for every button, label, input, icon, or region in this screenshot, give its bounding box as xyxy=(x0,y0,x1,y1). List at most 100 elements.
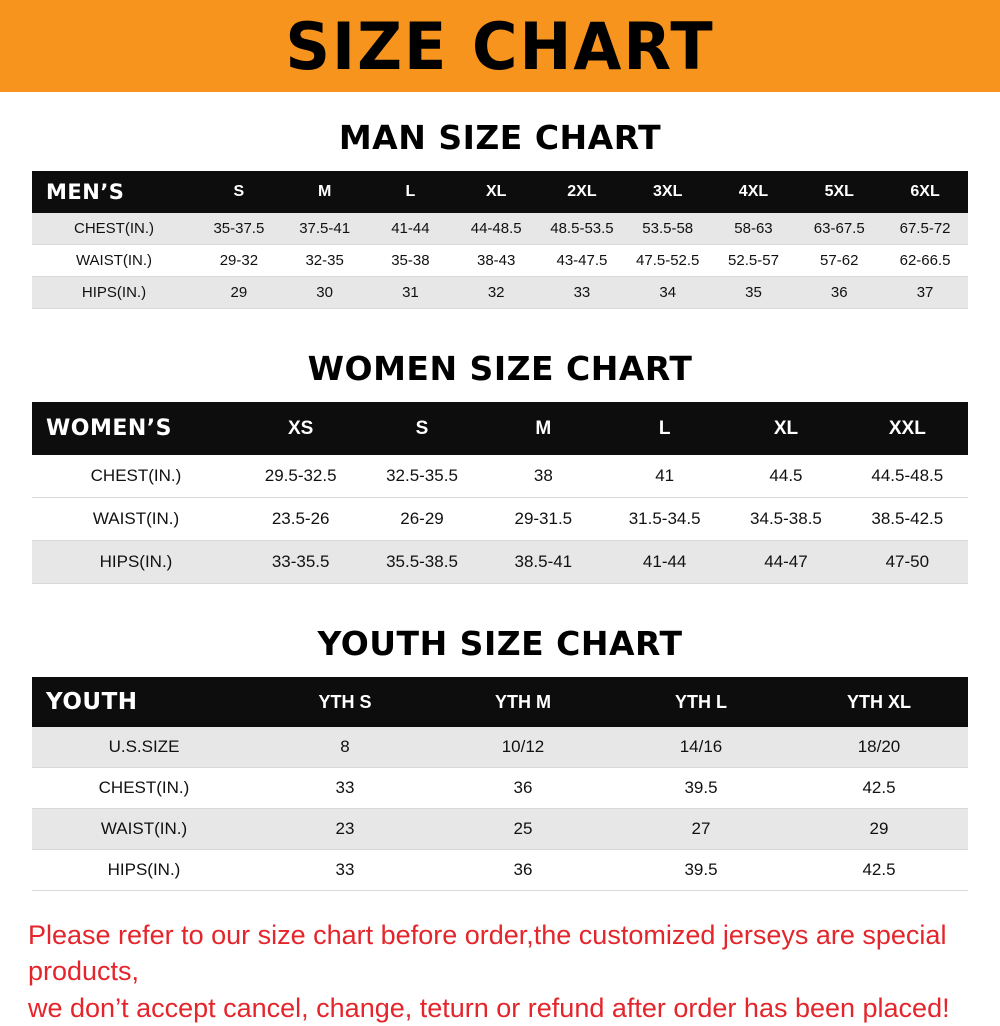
size-column-header: L xyxy=(405,183,416,200)
size-value-cell: 32 xyxy=(487,284,505,301)
size-value-cell: 41-44 xyxy=(642,552,687,571)
size-value-cell: 38.5-42.5 xyxy=(871,509,944,528)
size-value-cell: 62-66.5 xyxy=(899,252,951,269)
size-value-cell: 32.5-35.5 xyxy=(386,466,458,485)
size-value-cell: 34 xyxy=(659,284,677,301)
men-size-table: MEN’S S M L XL 2XL 3XL 4XL 5XL 6XL CHEST(IN.) 35-37… xyxy=(32,171,968,309)
size-value-cell: 36 xyxy=(513,778,533,797)
table-header-row: YOUTH YTH S YTH M YTH L YTH XL xyxy=(32,677,968,727)
size-value-cell: 38-43 xyxy=(476,252,516,269)
size-value-cell: 37 xyxy=(916,284,934,301)
size-value-cell: 41-44 xyxy=(391,220,430,237)
table-group-label: YOUTH xyxy=(46,689,138,715)
size-value-cell: 39.5 xyxy=(684,778,718,797)
size-value-cell: 37.5-41 xyxy=(299,220,351,237)
size-value-cell: 29-31.5 xyxy=(514,509,573,528)
size-value-cell: 44.5 xyxy=(769,466,803,485)
table-group-label: MEN’S xyxy=(46,180,125,204)
size-column-header: YTH M xyxy=(495,691,551,712)
table-row: CHEST(IN.) 33 36 39.5 42.5 xyxy=(32,767,968,809)
size-chart-banner: SIZE CHART xyxy=(0,0,1000,92)
table-row: CHEST(IN.) 35-37.5 37.5-41 41-44 44-48.5 48.5… xyxy=(32,213,968,245)
size-column-header: M xyxy=(317,183,332,200)
size-value-cell: 39.5 xyxy=(684,860,718,879)
size-column-header: XXL xyxy=(888,417,926,439)
size-value-cell: 29-32 xyxy=(219,252,259,269)
size-value-cell: 18/20 xyxy=(857,737,901,756)
men-section-heading: MAN SIZE CHART xyxy=(338,118,662,157)
size-value-cell: 33 xyxy=(335,860,355,879)
measurement-row-label: CHEST(IN.) xyxy=(98,778,190,797)
size-column-header: XS xyxy=(287,417,314,439)
table-row: U.S.SIZE 8 10/12 14/16 18/20 xyxy=(32,727,968,768)
size-column-header: 3XL xyxy=(653,183,683,200)
size-value-cell: 38.5-41 xyxy=(514,552,573,571)
size-value-cell: 42.5 xyxy=(862,860,896,879)
size-column-header: XL xyxy=(773,417,799,439)
measurement-row-label: U.S.SIZE xyxy=(108,737,180,756)
measurement-row-label: WAIST(IN.) xyxy=(75,252,153,269)
size-value-cell: 8 xyxy=(340,737,350,756)
size-value-cell: 23 xyxy=(335,819,355,838)
table-row: WAIST(IN.) 29-32 32-35 35-38 38-43 43-47.5 47.… xyxy=(32,244,968,277)
size-value-cell: 33-35.5 xyxy=(271,552,330,571)
size-value-cell: 31.5-34.5 xyxy=(628,509,701,528)
measurement-row-label: HIPS(IN.) xyxy=(81,284,147,301)
size-column-header: YTH XL xyxy=(846,691,911,712)
footer-line2: we don’t accept cancel, change, teturn o… xyxy=(28,992,950,1023)
size-value-cell: 35.5-38.5 xyxy=(386,552,458,571)
size-value-cell: 58-63 xyxy=(734,220,773,237)
size-value-cell: 53.5-58 xyxy=(642,220,694,237)
size-value-cell: 44-48.5 xyxy=(470,220,522,237)
size-value-cell: 30 xyxy=(316,284,333,301)
size-column-header: YTH S xyxy=(318,691,372,712)
size-value-cell: 23.5-26 xyxy=(271,509,330,528)
youth-size-table: YOUTH YTH S YTH M YTH L YTH XL U.S.SIZE 8 10/12… xyxy=(32,677,968,891)
size-value-cell: 10/12 xyxy=(501,737,545,756)
table-group-label: WOMEN’S xyxy=(46,416,173,441)
women-section-heading: WOMEN SIZE CHART xyxy=(307,349,693,388)
size-column-header: 2XL xyxy=(567,183,597,200)
table-row: HIPS(IN.) 29 30 31 32 33 34 35 36 37 xyxy=(32,276,968,309)
size-column-header: L xyxy=(658,417,671,439)
size-value-cell: 38 xyxy=(533,466,553,485)
size-value-cell: 57-62 xyxy=(820,252,859,269)
size-value-cell: 33 xyxy=(573,284,591,301)
size-value-cell: 47-50 xyxy=(885,552,930,571)
size-column-header: 5XL xyxy=(824,183,854,200)
measurement-row-label: WAIST(IN.) xyxy=(100,819,188,838)
measurement-row-label: HIPS(IN.) xyxy=(99,552,173,571)
youth-section-heading: YOUTH SIZE CHART xyxy=(317,624,683,663)
footer-line1: Please refer to our size chart before or… xyxy=(28,920,947,987)
size-value-cell: 44.5-48.5 xyxy=(871,466,944,485)
size-value-cell: 35-38 xyxy=(391,252,430,269)
men-section: MAN SIZE CHART MEN’S S M L XL 2XL 3XL 4XL 5XL 6XL… xyxy=(0,118,1000,309)
size-value-cell: 29 xyxy=(230,284,248,301)
size-column-header: 6XL xyxy=(910,183,940,200)
size-value-cell: 27 xyxy=(691,819,711,838)
measurement-row-label: CHEST(IN.) xyxy=(74,220,154,237)
youth-section: YOUTH SIZE CHART YOUTH YTH S YTH M YTH L YTH… xyxy=(0,624,1000,891)
size-value-cell: 52.5-57 xyxy=(728,252,779,269)
measurement-row-label: CHEST(IN.) xyxy=(90,466,182,485)
size-value-cell: 32-35 xyxy=(305,252,344,269)
table-row: HIPS(IN.) 33-35.5 35.5-38.5 38.5-41 41-44 44-… xyxy=(32,540,968,584)
table-row: CHEST(IN.) 29.5-32.5 32.5-35.5 38 41 44.5 44.5… xyxy=(32,455,968,498)
size-value-cell: 31 xyxy=(402,284,419,301)
measurement-row-label: HIPS(IN.) xyxy=(107,860,181,879)
size-value-cell: 29 xyxy=(869,819,889,838)
size-column-header: 4XL xyxy=(738,183,769,200)
size-column-header: XL xyxy=(485,183,507,200)
table-row: HIPS(IN.) 33 36 39.5 42.5 xyxy=(32,849,968,891)
size-value-cell: 25 xyxy=(513,819,533,838)
size-value-cell: 33 xyxy=(335,778,355,797)
size-value-cell: 35 xyxy=(745,284,762,301)
size-value-cell: 35-37.5 xyxy=(213,220,265,237)
women-section: WOMEN SIZE CHART WOMEN’S XS S M L XL XXL CHEST(… xyxy=(0,349,1000,584)
measurement-row-label: WAIST(IN.) xyxy=(92,509,180,528)
footer-note: Please refer to our size chart before or… xyxy=(14,917,986,1026)
size-value-cell: 48.5-53.5 xyxy=(550,220,614,237)
size-value-cell: 26-29 xyxy=(400,509,444,528)
size-value-cell: 36 xyxy=(513,860,533,879)
table-header-row: MEN’S S M L XL 2XL 3XL 4XL 5XL 6XL xyxy=(32,171,968,213)
